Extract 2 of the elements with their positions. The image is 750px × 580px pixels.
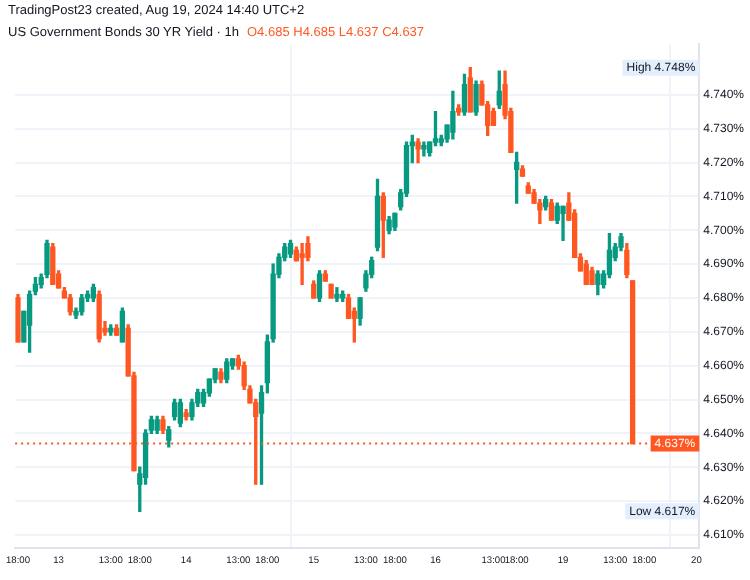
candlestick [299,243,305,286]
candlestick [560,205,566,242]
